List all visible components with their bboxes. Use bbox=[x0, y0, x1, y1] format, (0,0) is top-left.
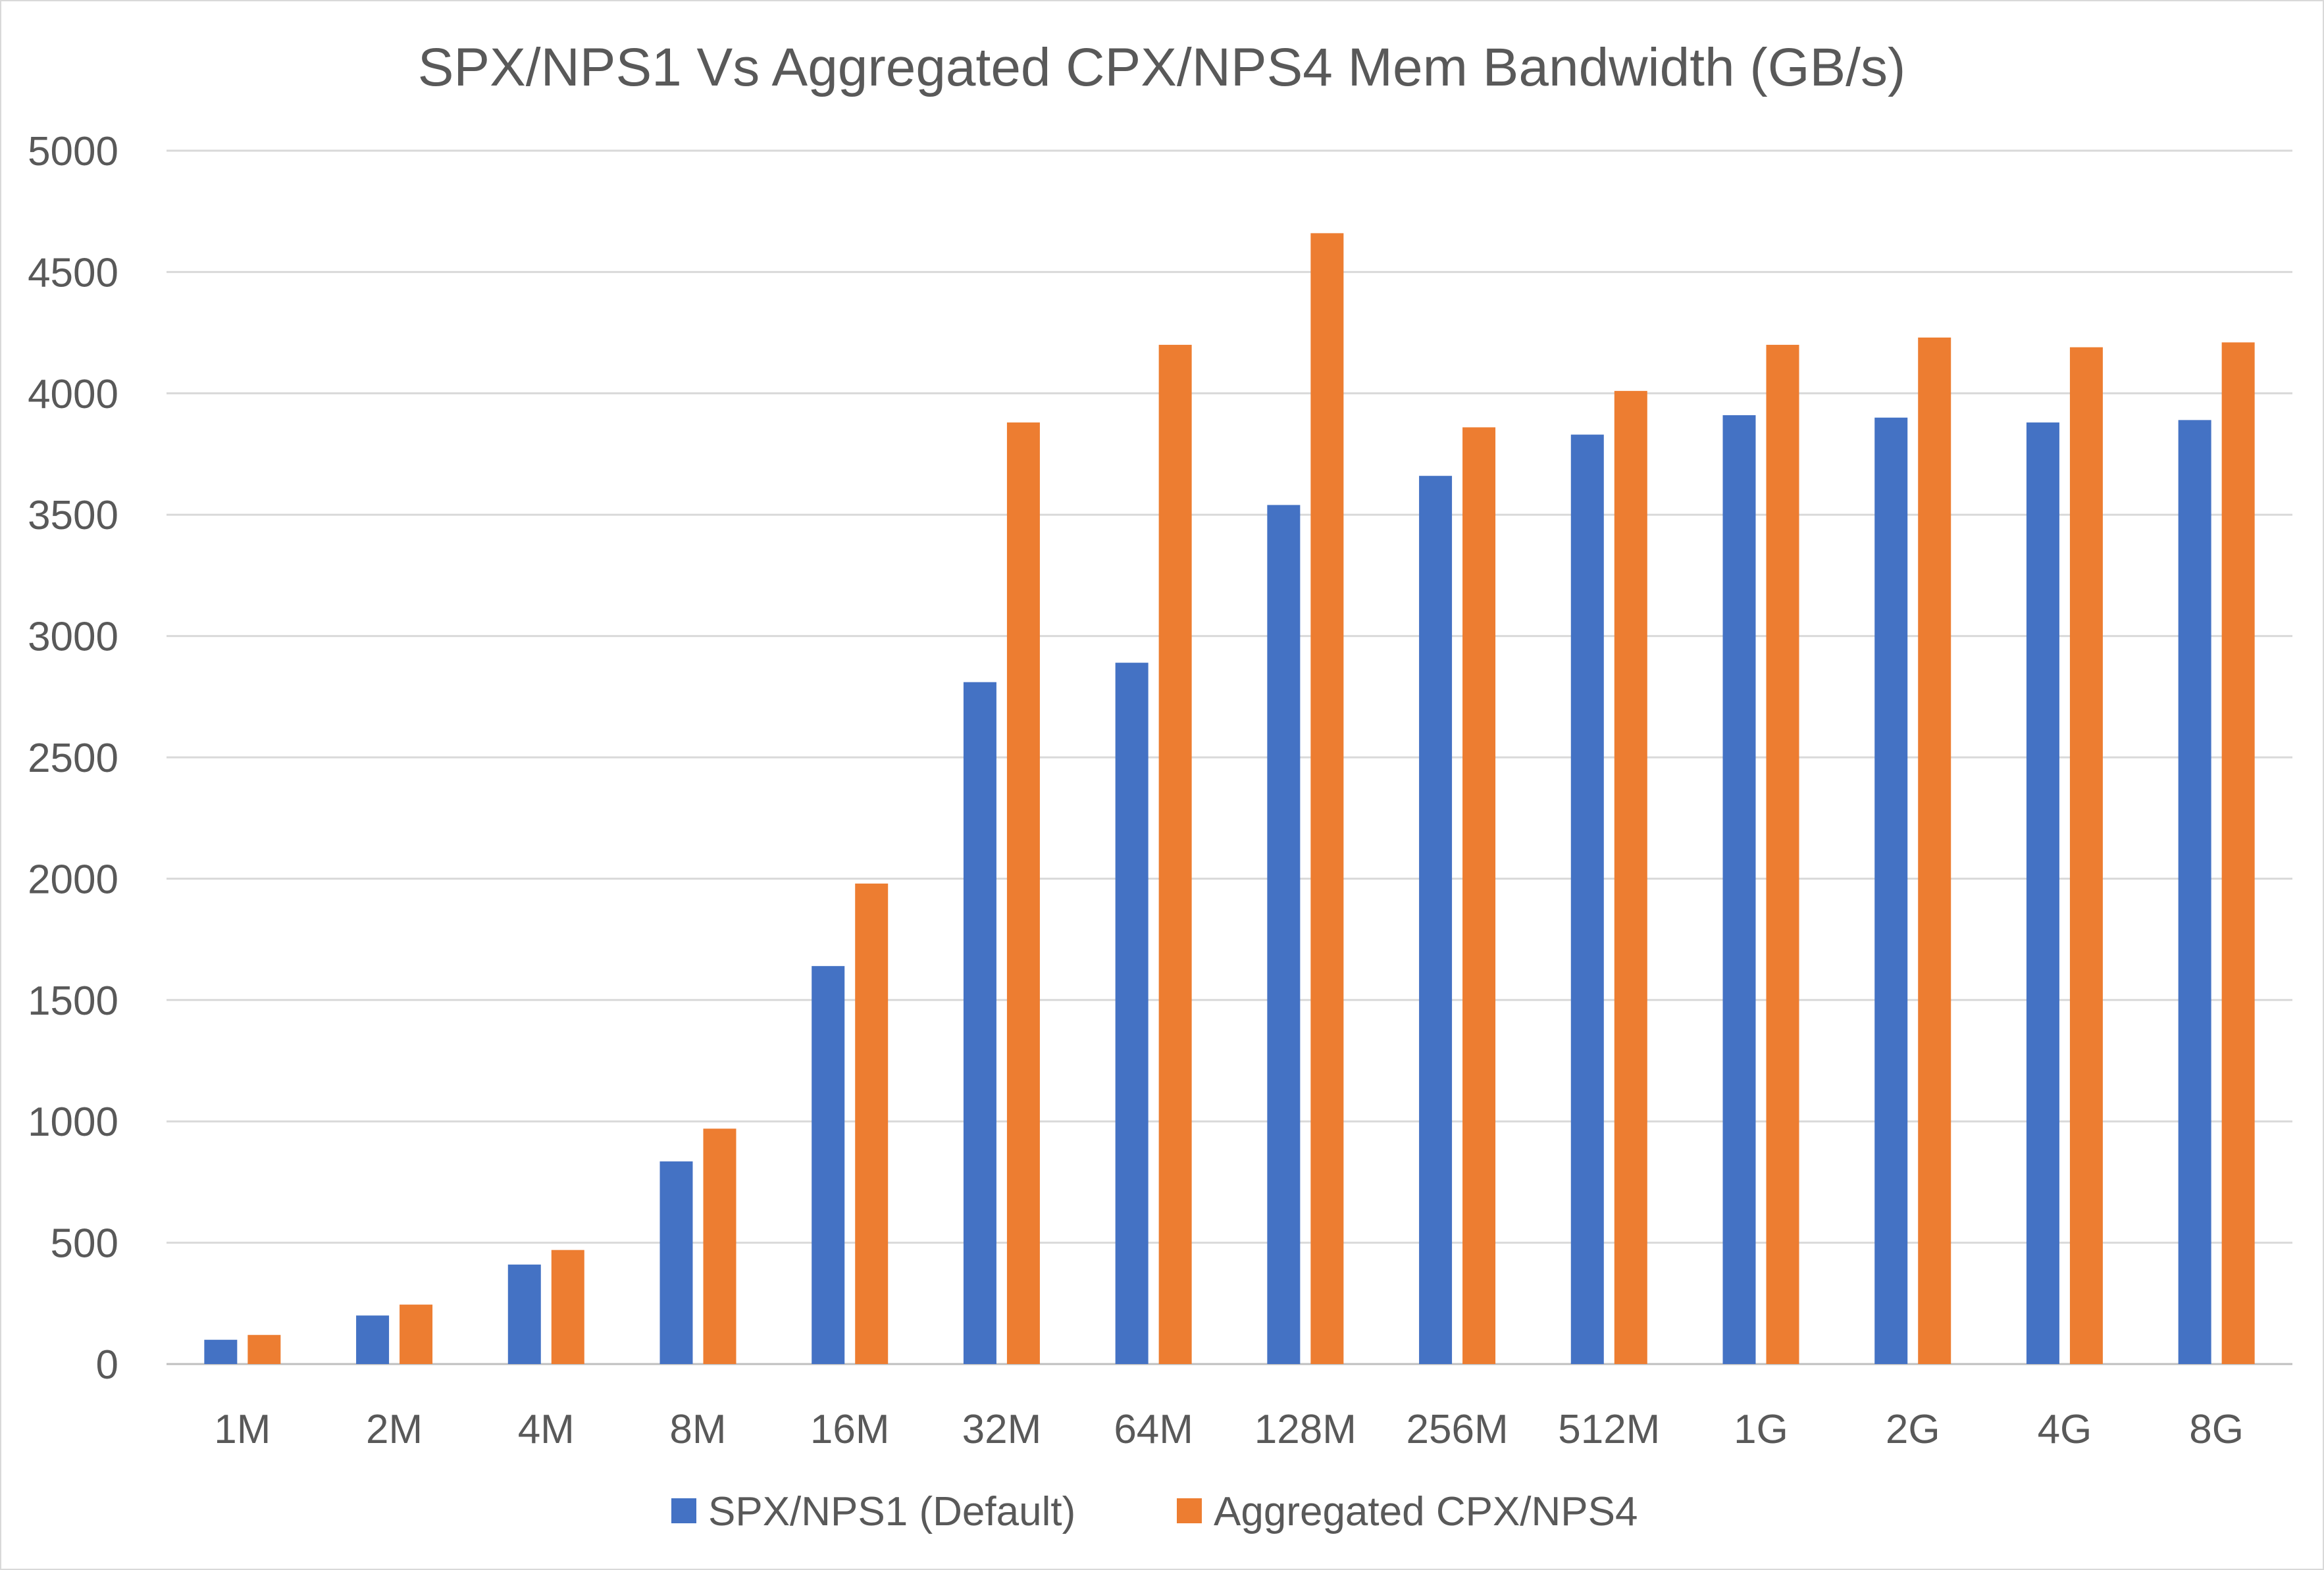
y-tick-label: 2500 bbox=[28, 736, 118, 781]
bar-spx-nps1-32M bbox=[963, 682, 996, 1364]
y-tick-label: 3500 bbox=[28, 493, 118, 538]
bar-aggregated-cpx-nps4-64M bbox=[1158, 345, 1192, 1364]
y-tick-label: 0 bbox=[96, 1342, 118, 1388]
y-tick-label: 1500 bbox=[28, 978, 118, 1024]
y-axis-tick-labels: 0 500 1000 1500 2000 2500 3000 3500 4000 4500 5000 bbox=[28, 129, 118, 1388]
bar-aggregated-cpx-nps4-8M bbox=[703, 1128, 736, 1364]
bar-spx-nps1-4M bbox=[507, 1264, 541, 1364]
bar-aggregated-cpx-nps4-2M bbox=[400, 1304, 433, 1364]
x-tick-label: 4M bbox=[518, 1407, 575, 1452]
y-tick-label: 4000 bbox=[28, 372, 118, 417]
x-tick-label: 512M bbox=[1558, 1407, 1660, 1452]
bar-aggregated-cpx-nps4-4M bbox=[551, 1250, 584, 1364]
bar-spx-nps1-128M bbox=[1267, 505, 1301, 1364]
y-tick-label: 4500 bbox=[28, 250, 118, 295]
legend-swatch-spx-nps1 bbox=[671, 1498, 696, 1523]
bar-aggregated-cpx-nps4-256M bbox=[1462, 427, 1496, 1364]
y-tick-label: 1000 bbox=[28, 1100, 118, 1145]
bar-aggregated-cpx-nps4-2G bbox=[1918, 337, 1951, 1364]
x-tick-label: 8G bbox=[2189, 1407, 2244, 1452]
chart-title: SPX/NPS1 Vs Aggregated CPX/NPS4 Mem Band… bbox=[418, 38, 1906, 97]
bar-aggregated-cpx-nps4-512M bbox=[1614, 391, 1647, 1364]
x-tick-label: 256M bbox=[1407, 1407, 1509, 1452]
bar-spx-nps1-64M bbox=[1115, 663, 1149, 1365]
bar-spx-nps1-1M bbox=[204, 1340, 238, 1364]
bar-spx-nps1-4G bbox=[2026, 422, 2059, 1364]
bar-spx-nps1-1G bbox=[1722, 415, 1756, 1365]
x-tick-label: 1G bbox=[1734, 1407, 1788, 1452]
y-tick-label: 5000 bbox=[28, 129, 118, 174]
bar-spx-nps1-2G bbox=[1874, 417, 1908, 1365]
x-tick-label: 2G bbox=[1886, 1407, 1940, 1452]
bar-spx-nps1-8G bbox=[2178, 420, 2211, 1365]
bar-aggregated-cpx-nps4-16M bbox=[855, 883, 889, 1364]
bar-aggregated-cpx-nps4-32M bbox=[1006, 422, 1040, 1364]
bar-aggregated-cpx-nps4-1G bbox=[1766, 345, 1799, 1364]
bar-spx-nps1-16M bbox=[812, 966, 845, 1364]
bar-spx-nps1-512M bbox=[1570, 434, 1604, 1364]
x-tick-label: 1M bbox=[214, 1407, 271, 1452]
legend: SPX/NPS1 (Default) Aggregated CPX/NPS4 bbox=[671, 1489, 1638, 1534]
x-tick-label: 8M bbox=[669, 1407, 726, 1452]
x-tick-label: 2M bbox=[366, 1407, 423, 1452]
legend-label-aggregated-cpx-nps4: Aggregated CPX/NPS4 bbox=[1214, 1489, 1638, 1534]
x-tick-label: 4G bbox=[2038, 1407, 2092, 1452]
gridlines bbox=[167, 149, 2292, 1244]
x-tick-label: 128M bbox=[1254, 1407, 1356, 1452]
bar-spx-nps1-256M bbox=[1419, 476, 1453, 1364]
legend-label-spx-nps1: SPX/NPS1 (Default) bbox=[708, 1489, 1075, 1534]
bar-spx-nps1-2M bbox=[356, 1315, 390, 1364]
x-tick-label: 32M bbox=[962, 1407, 1042, 1452]
bars bbox=[204, 233, 2255, 1365]
x-tick-label: 64M bbox=[1114, 1407, 1193, 1452]
y-tick-label: 2000 bbox=[28, 857, 118, 902]
bar-aggregated-cpx-nps4-8G bbox=[2221, 342, 2255, 1364]
bar-aggregated-cpx-nps4-1M bbox=[247, 1334, 281, 1364]
bar-aggregated-cpx-nps4-128M bbox=[1310, 233, 1344, 1365]
y-tick-label: 3000 bbox=[28, 615, 118, 660]
y-tick-label: 500 bbox=[51, 1221, 118, 1267]
x-tick-label: 16M bbox=[810, 1407, 890, 1452]
x-axis-tick-labels: 1M 2M 4M 8M 16M 32M 64M 128M 256M 512M 1G 2G 4G 8G bbox=[214, 1407, 2244, 1452]
bar-spx-nps1-8M bbox=[659, 1161, 693, 1364]
legend-swatch-aggregated-cpx-nps4 bbox=[1177, 1498, 1202, 1523]
bar-aggregated-cpx-nps4-4G bbox=[2069, 347, 2103, 1364]
